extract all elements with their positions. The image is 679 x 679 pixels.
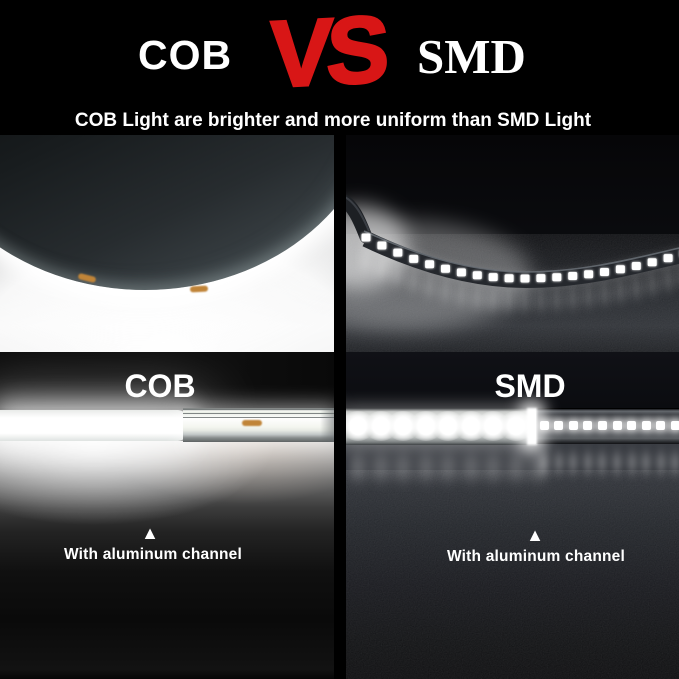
cob-phosphor-mark [242, 420, 262, 426]
light-reflection [436, 448, 460, 486]
smd-led-dot [554, 421, 564, 430]
cob-phosphor-mark [189, 285, 209, 293]
cob-lit-tube [0, 410, 187, 441]
smd-led-dot [583, 421, 593, 430]
diffuser-end-glow [527, 408, 537, 445]
title-smd: SMD [417, 29, 526, 84]
light-reflection [625, 446, 638, 480]
smd-led-dot [656, 421, 666, 430]
light-reflection [413, 448, 438, 486]
light-reflection [458, 448, 483, 486]
cob-panel-band [0, 352, 334, 408]
vertical-divider [334, 133, 346, 679]
up-triangle-marker: ▲ [141, 523, 159, 543]
up-triangle-marker: ▲ [526, 525, 544, 545]
smd-panel-band [346, 352, 679, 408]
surface-speckle-texture [346, 470, 679, 679]
light-reflection [581, 446, 594, 480]
smd-diffused-channel [346, 408, 536, 445]
smd-light-reflections [346, 446, 679, 516]
smd-panel-label: SMD [494, 368, 566, 404]
cob-table-surface [0, 441, 334, 679]
light-reflection [481, 448, 505, 486]
smd-led-dot [597, 421, 607, 430]
smd-strip-graphic [346, 135, 679, 352]
cob-panel-label: COB [124, 368, 196, 404]
subtitle: COB Light are brighter and more uniform … [74, 110, 592, 131]
cob-strip-photo [0, 135, 334, 352]
smd-led-dot [627, 421, 637, 430]
smd-caption: With aluminum channel [446, 548, 625, 565]
light-reflection [538, 446, 550, 480]
smd-led-dot [670, 421, 679, 430]
light-reflection [391, 448, 415, 486]
light-reflection [654, 446, 667, 480]
smd-led-dot [641, 421, 651, 430]
light-reflection [611, 446, 623, 480]
smd-led-dot [612, 421, 622, 430]
light-reflection [567, 446, 580, 480]
light-reflection [503, 448, 528, 486]
light-reflection [596, 446, 609, 480]
light-reflection [552, 446, 565, 480]
cob-caption: With aluminum channel [63, 546, 242, 563]
smd-clear-channel [536, 409, 679, 444]
light-reflection [346, 448, 370, 486]
light-reflection [640, 446, 653, 480]
smd-strip-photo [346, 135, 679, 352]
title-vs: VS [268, 0, 386, 109]
title-cob: COB [138, 32, 233, 78]
light-reflection [368, 448, 393, 486]
light-reflection [669, 446, 679, 480]
smd-led-dot [539, 421, 549, 430]
smd-led-dot [568, 421, 578, 430]
